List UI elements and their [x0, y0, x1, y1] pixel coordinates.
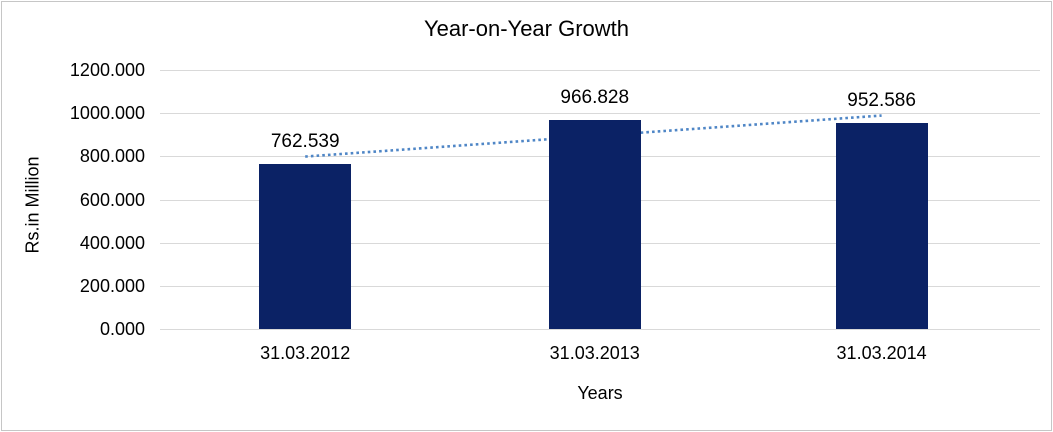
bar-value-label: 952.586 [847, 90, 916, 112]
y-tick-label: 800.000 [79, 146, 145, 167]
bar [259, 164, 352, 329]
y-tick-label: 1000.000 [69, 103, 145, 124]
gridline [160, 113, 1040, 115]
y-tick-label: 600.000 [79, 189, 145, 210]
bar-value-label: 762.539 [270, 131, 340, 153]
bar [548, 120, 641, 329]
bar [835, 123, 928, 329]
gridline [160, 329, 1040, 330]
x-tick-label: 31.03.2012 [260, 343, 351, 363]
y-tick-label: 400.000 [79, 232, 145, 253]
gridline [160, 70, 1040, 71]
x-tick-label: 31.03.2014 [836, 343, 927, 363]
y-tick-label: 1200.000 [69, 60, 145, 80]
bar-value-label: 966.828 [560, 87, 630, 109]
y-tick-label: 200.000 [79, 275, 145, 296]
x-tick-label: 31.03.2013 [549, 343, 640, 363]
y-tick-label: 0.000 [99, 319, 145, 339]
x-axis-title: Years [577, 383, 623, 403]
chart-title: Year-on-Year Growth [423, 16, 630, 41]
